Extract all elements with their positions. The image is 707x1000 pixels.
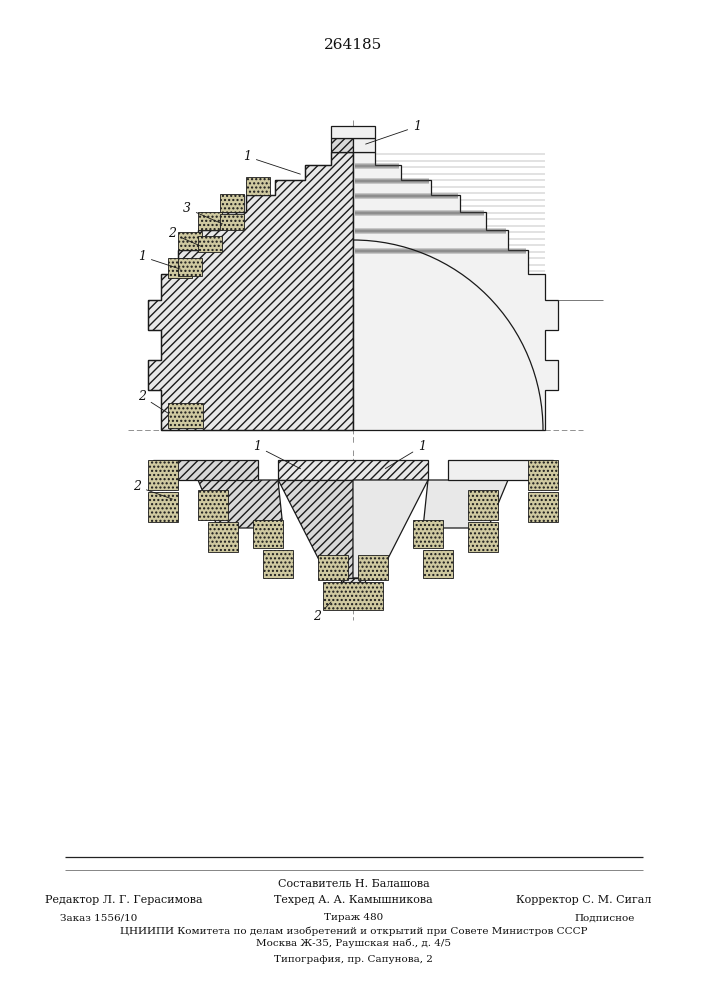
Text: 2: 2 <box>168 227 202 247</box>
Polygon shape <box>208 522 238 552</box>
Text: 1: 1 <box>366 120 421 144</box>
Polygon shape <box>253 520 283 548</box>
Polygon shape <box>178 258 202 276</box>
Polygon shape <box>423 550 453 578</box>
Polygon shape <box>423 480 508 528</box>
Polygon shape <box>198 490 228 520</box>
Polygon shape <box>278 480 353 578</box>
Polygon shape <box>168 403 203 428</box>
Polygon shape <box>448 460 553 480</box>
Text: Типография, пр. Сапунова, 2: Типография, пр. Сапунова, 2 <box>274 956 433 964</box>
Text: Редактор Л. Г. Герасимова: Редактор Л. Г. Герасимова <box>45 895 202 905</box>
Text: Подписное: Подписное <box>574 914 635 922</box>
Polygon shape <box>148 460 178 490</box>
Polygon shape <box>263 550 293 578</box>
Polygon shape <box>246 177 270 195</box>
Text: 2: 2 <box>138 390 169 414</box>
Polygon shape <box>468 522 498 552</box>
Polygon shape <box>468 490 498 520</box>
Polygon shape <box>353 138 375 152</box>
Text: Корректор С. М. Сигал: Корректор С. М. Сигал <box>515 895 651 905</box>
Polygon shape <box>331 138 353 152</box>
Polygon shape <box>220 214 244 230</box>
Text: Техред А. А. Камышникова: Техред А. А. Камышникова <box>274 895 433 905</box>
Text: ЦНИИПИ Комитета по делам изобретений и открытий при Совете Министров СССР: ЦНИИПИ Комитета по делам изобретений и о… <box>119 926 588 936</box>
Text: 2: 2 <box>313 602 331 623</box>
Polygon shape <box>220 194 244 212</box>
Text: 264185: 264185 <box>324 38 382 52</box>
Polygon shape <box>341 578 365 600</box>
Polygon shape <box>331 126 375 138</box>
Polygon shape <box>353 152 558 430</box>
Text: 1: 1 <box>243 150 300 174</box>
Text: 1: 1 <box>253 440 300 469</box>
Polygon shape <box>198 480 283 528</box>
Polygon shape <box>153 460 258 480</box>
Polygon shape <box>323 582 383 610</box>
Polygon shape <box>198 236 222 252</box>
Polygon shape <box>353 480 428 578</box>
Polygon shape <box>318 555 348 580</box>
Polygon shape <box>528 492 558 522</box>
Text: 3: 3 <box>183 202 223 224</box>
Text: 1: 1 <box>385 440 426 469</box>
Polygon shape <box>278 460 428 480</box>
Polygon shape <box>358 555 388 580</box>
Polygon shape <box>413 520 443 548</box>
Polygon shape <box>168 258 192 278</box>
Text: Москва Ж-35, Раушская наб., д. 4/5: Москва Ж-35, Раушская наб., д. 4/5 <box>256 938 451 948</box>
Polygon shape <box>148 152 353 430</box>
Polygon shape <box>148 492 178 522</box>
Polygon shape <box>528 460 558 490</box>
Text: Тираж 480: Тираж 480 <box>324 914 383 922</box>
Text: 2: 2 <box>133 480 173 499</box>
Text: 1: 1 <box>138 250 180 269</box>
Polygon shape <box>178 232 202 250</box>
Polygon shape <box>198 212 222 230</box>
Text: Составитель Н. Балашова: Составитель Н. Балашова <box>278 879 429 889</box>
Text: Заказ 1556/10: Заказ 1556/10 <box>60 914 138 922</box>
